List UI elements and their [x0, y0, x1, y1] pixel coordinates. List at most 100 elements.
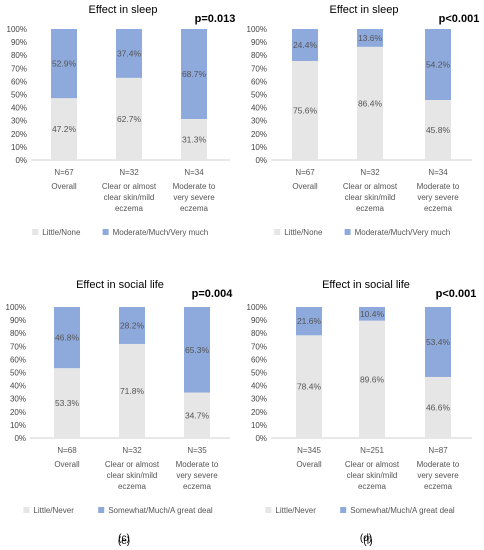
data-label: 53.4%	[426, 337, 451, 347]
data-label: 46.6%	[426, 402, 451, 412]
sample-size-label: N=32	[122, 446, 142, 455]
data-label: 28.2%	[120, 320, 145, 330]
legend-label-1: Little/None	[42, 228, 81, 237]
p-value: p<0.001	[439, 13, 480, 25]
y-tick-label: 60%	[11, 77, 27, 86]
y-tick-label: 40%	[251, 104, 267, 113]
y-tick-label: 60%	[251, 355, 267, 364]
data-label: 62.7%	[117, 114, 142, 124]
category-label: Moderate to	[173, 182, 216, 191]
bar-segment-low	[296, 335, 322, 438]
legend: Little/None Moderate/Much/Very much	[274, 228, 450, 237]
category-label: eczema	[115, 204, 144, 213]
chart-panel-3: Effect in social life p=0.004 0% 10% 20% 30% 4…	[6, 279, 234, 544]
bar-segment-high	[359, 307, 385, 321]
legend-label-1: Little/Never	[33, 506, 74, 515]
y-tick-label: 40%	[11, 104, 27, 113]
sample-size-label: N=34	[428, 168, 448, 177]
bar-segment-high	[296, 307, 322, 336]
y-tick-label: 20%	[251, 408, 267, 417]
chart-title: Effect in sleep	[89, 4, 158, 16]
category-label: clear skin/mild	[345, 193, 396, 202]
p-value: p=0.013	[195, 13, 236, 25]
legend-swatch-1	[23, 507, 30, 513]
category-label: Clear or almost	[343, 182, 398, 191]
bar-segment-high	[425, 307, 451, 377]
y-tick-label: 90%	[251, 316, 267, 325]
sample-size-label: N=67	[54, 168, 74, 177]
bar-segment-low	[425, 376, 451, 438]
category-label: Overall	[51, 182, 77, 191]
data-label: 24.4%	[293, 40, 318, 50]
bar-segment-high	[357, 29, 383, 47]
y-tick-label: 60%	[10, 355, 26, 364]
legend-swatch-1	[274, 229, 281, 235]
bar-segment-high	[425, 29, 451, 101]
p-value: p<0.001	[436, 288, 477, 300]
legend-label-1: Little/Never	[275, 506, 316, 515]
y-tick-label: 30%	[251, 117, 267, 126]
category-label: clear skin/mild	[107, 471, 158, 480]
data-label: 68.7%	[182, 69, 207, 79]
panel-label: (c)	[118, 533, 130, 544]
data-label: 54.2%	[426, 60, 451, 70]
y-tick-label: 40%	[10, 382, 26, 391]
category-label: very severe	[173, 193, 215, 202]
category-label: clear skin/mild	[347, 471, 398, 480]
legend: Little/None Moderate/Much/Very much	[32, 228, 208, 237]
category-label: very severe	[417, 471, 459, 480]
y-tick-label: 80%	[11, 51, 27, 60]
y-tick-label: 50%	[251, 369, 267, 378]
chart-panel-2: Effect in sleep p<0.001 0% 10% 20% 30% 40% 50% 6…	[247, 4, 480, 237]
panel-label: (d)	[360, 533, 372, 544]
category-label: Overall	[296, 460, 322, 469]
legend: Little/Never Somewhat/Much/A great deal	[23, 506, 213, 515]
bar-segment-low	[119, 343, 145, 438]
legend-swatch-2	[98, 507, 105, 513]
y-tick-label: 10%	[251, 421, 267, 430]
sample-size-label: N=34	[184, 168, 204, 177]
data-label: 89.6%	[360, 374, 385, 384]
sample-size-label: N=251	[360, 446, 384, 455]
category-label: Overall	[292, 182, 318, 191]
sample-size-label: N=35	[187, 446, 207, 455]
category-label: Clear or almost	[102, 182, 157, 191]
p-value: p=0.004	[192, 288, 234, 300]
category-label: very severe	[417, 193, 459, 202]
category-label: eczema	[358, 482, 387, 491]
category-label: clear skin/mild	[104, 193, 155, 202]
y-tick-label: 90%	[10, 316, 26, 325]
bar-segment-low	[292, 60, 318, 160]
y-tick-label: 70%	[11, 64, 27, 73]
y-tick-label: 40%	[251, 382, 267, 391]
y-tick-label: 0%	[14, 434, 26, 443]
y-tick-label: 70%	[10, 342, 26, 351]
y-tick-label: 100%	[6, 303, 26, 312]
sample-size-label: N=87	[428, 446, 448, 455]
category-label: Clear or almost	[105, 460, 160, 469]
y-tick-label: 30%	[251, 395, 267, 404]
bar-segment-high	[116, 29, 142, 78]
data-label: 37.4%	[117, 48, 142, 58]
bar-segment-low	[359, 320, 385, 438]
data-label: 31.3%	[182, 134, 207, 144]
legend-swatch-1	[32, 229, 39, 235]
y-tick-label: 50%	[10, 369, 26, 378]
y-tick-label: 100%	[7, 25, 27, 34]
legend: Little/Never Somewhat/Much/A great deal	[265, 506, 455, 515]
y-tick-label: 20%	[11, 130, 27, 139]
y-tick-label: 10%	[11, 143, 27, 152]
data-label: 52.9%	[52, 59, 77, 69]
data-label: 21.6%	[297, 316, 322, 326]
y-tick-label: 100%	[247, 303, 267, 312]
data-label: 86.4%	[358, 98, 383, 108]
chart-title: Effect in social life	[322, 279, 410, 291]
y-tick-label: 50%	[11, 91, 27, 100]
y-tick-label: 20%	[251, 130, 267, 139]
category-label: Clear or almost	[345, 460, 400, 469]
bar-segment-high	[181, 29, 207, 119]
category-label: eczema	[424, 204, 453, 213]
bar-segment-low	[54, 368, 80, 438]
y-tick-label: 90%	[251, 38, 267, 47]
